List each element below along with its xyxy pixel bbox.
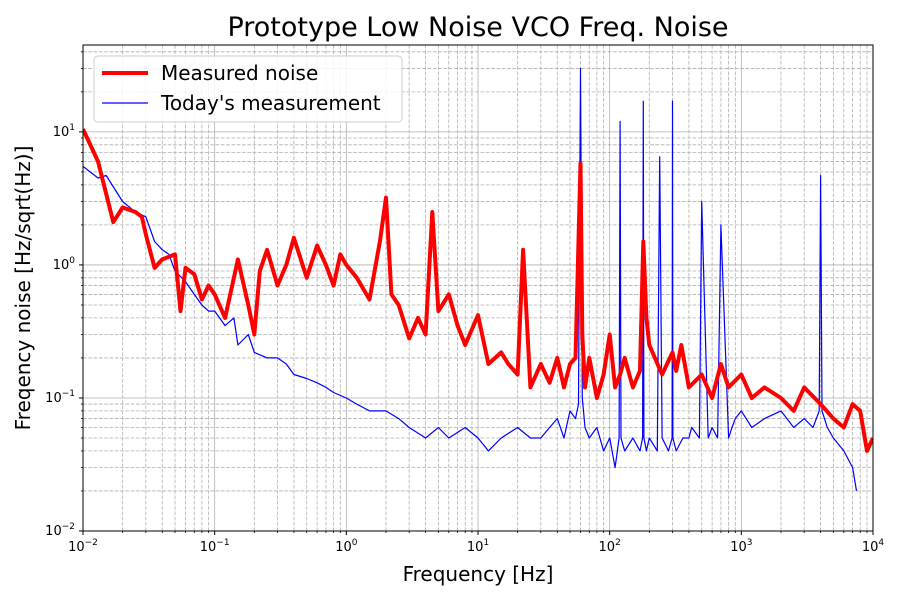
x-tick-label: 103: [730, 538, 752, 555]
x-tick-label: 100: [335, 538, 358, 555]
x-tick-label: 101: [467, 538, 489, 555]
x-axis-label: Frequency [Hz]: [403, 562, 554, 586]
y-axis-label: Freqency noise [Hz/sqrt(Hz)]: [11, 146, 35, 431]
y-tick-label: 101: [53, 123, 75, 140]
y-tick-label: 100: [53, 256, 76, 273]
series-line-measured-noise: [83, 128, 873, 453]
legend-label-todays-measurement: Today's measurement: [160, 91, 381, 115]
y-tick-label: 10−2: [45, 522, 75, 539]
chart-title: Prototype Low Noise VCO Freq. Noise: [227, 12, 728, 43]
x-tick-label: 10−1: [200, 538, 230, 555]
ticks: 10−2 10−1 100 101 102 103 104 10−2 10−1 100 101: [45, 51, 885, 555]
x-tick-label: 102: [599, 538, 621, 555]
legend-label-measured-noise: Measured noise: [161, 61, 318, 85]
series-layer: [83, 67, 873, 492]
x-tick-label: 10−2: [68, 538, 98, 555]
legend-box: [93, 55, 403, 123]
y-tick-label: 10−1: [45, 389, 75, 406]
series-line-today-s-measurement: [83, 67, 858, 492]
x-tick-label: 104: [862, 538, 885, 555]
legend: Measured noise Today's measurement: [93, 55, 403, 123]
